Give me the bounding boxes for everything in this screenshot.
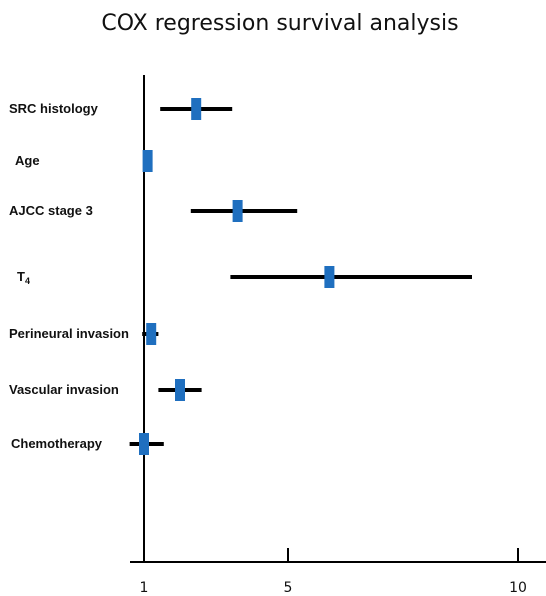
row-label: Age: [15, 153, 40, 168]
x-tick-label: 10: [509, 580, 527, 596]
row-label: T4: [17, 269, 30, 286]
x-tick-label: 5: [284, 580, 293, 596]
row-label: SRC histology: [9, 101, 99, 116]
hazard-ratio-point: [146, 323, 157, 345]
row-label: Vascular invasion: [9, 382, 119, 397]
forest-row: Vascular invasion: [9, 379, 202, 401]
forest-row: Chemotherapy: [11, 433, 164, 455]
row-label-subscript: 4: [25, 276, 30, 286]
forest-rows: SRC histology Age AJCC stage 3 T4 Perineural…: [9, 98, 472, 455]
hazard-ratio-point: [324, 266, 335, 288]
x-axis-ticks: 1 5 10: [140, 548, 527, 596]
forest-row: Age: [15, 150, 153, 172]
hazard-ratio-point: [175, 379, 185, 401]
hazard-ratio-point: [139, 433, 149, 455]
row-label: AJCC stage 3: [9, 203, 93, 218]
hazard-ratio-point: [232, 200, 243, 222]
hazard-ratio-point: [191, 98, 202, 120]
chart-title: COX regression survival analysis: [101, 11, 458, 36]
forest-row: AJCC stage 3: [9, 200, 298, 222]
x-tick-label: 1: [140, 580, 149, 596]
forest-row: Perineural invasion: [9, 323, 159, 345]
row-label: Chemotherapy: [11, 436, 103, 451]
forest-row: T4: [17, 266, 472, 288]
hazard-ratio-point: [142, 150, 153, 172]
row-label: Perineural invasion: [9, 326, 129, 341]
forest-row: SRC histology: [9, 98, 233, 120]
